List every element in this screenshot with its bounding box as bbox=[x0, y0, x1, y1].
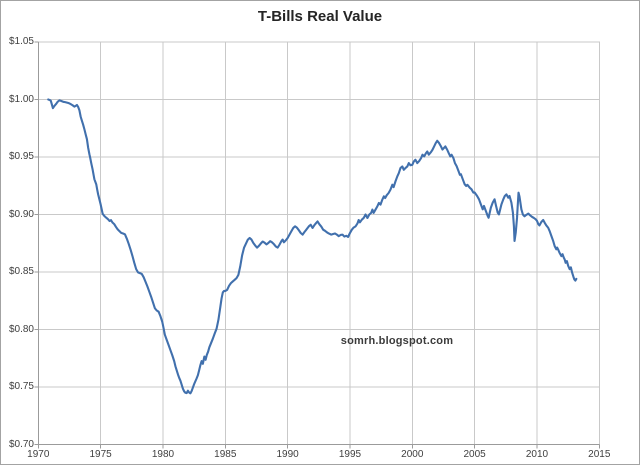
y-axis-label: $0.95 bbox=[8, 151, 34, 162]
watermark-text: somrh.blogspot.com bbox=[340, 335, 454, 347]
plot-border bbox=[37, 41, 600, 445]
x-axis-label: 1995 bbox=[338, 449, 362, 460]
y-axis-label: $0.80 bbox=[8, 323, 34, 335]
y-axis-label: $0.70 bbox=[8, 438, 34, 450]
y-axis-label: $1.05 bbox=[8, 36, 34, 47]
y-axis-label: $0.85 bbox=[8, 266, 34, 277]
chart-title: T-Bills Real Value bbox=[257, 8, 383, 25]
x-axis-label: 1985 bbox=[214, 449, 237, 460]
x-axis-label: 1970 bbox=[27, 449, 50, 460]
y-axis-label: $0.75 bbox=[8, 381, 34, 392]
x-axis-label: 2000 bbox=[401, 449, 424, 460]
x-axis-label: 1990 bbox=[276, 449, 299, 460]
x-axis-label: 2010 bbox=[525, 449, 549, 460]
tbills-line bbox=[47, 98, 578, 395]
x-axis-label: 1980 bbox=[151, 449, 175, 460]
y-axis-label: $0.90 bbox=[8, 208, 34, 220]
x-axis-label: 1975 bbox=[89, 449, 112, 460]
x-axis-label: 2005 bbox=[463, 449, 486, 460]
x-axis-label: 2015 bbox=[588, 449, 611, 460]
y-axis-label: $1.00 bbox=[8, 93, 34, 105]
